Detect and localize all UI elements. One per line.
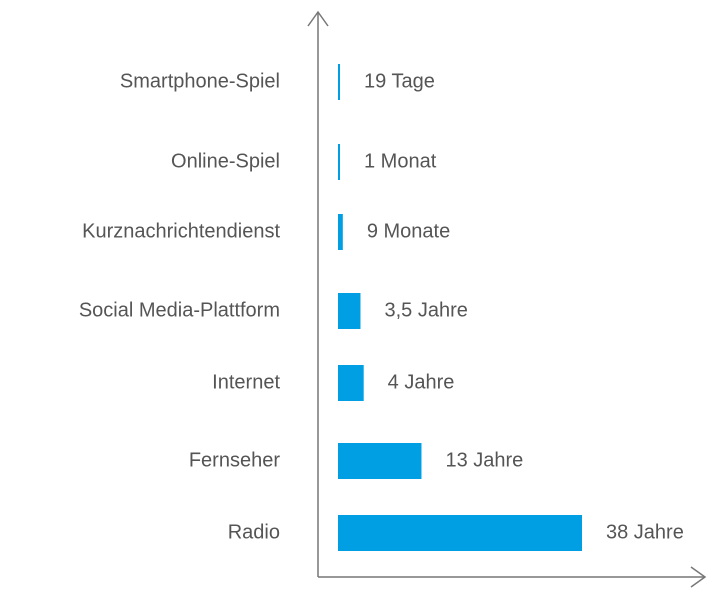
x-axis-arrow xyxy=(690,566,707,588)
value-label: 13 Jahre xyxy=(445,449,523,471)
bar xyxy=(338,293,361,329)
category-label: Fernseher xyxy=(189,449,280,471)
category-label: Internet xyxy=(212,371,280,393)
category-label: Smartphone-Spiel xyxy=(120,70,280,92)
value-label: 19 Tage xyxy=(364,70,435,92)
category-label: Radio xyxy=(228,521,280,543)
bar xyxy=(338,365,364,401)
bar xyxy=(338,64,340,100)
value-label: 3,5 Jahre xyxy=(384,299,467,321)
value-label: 4 Jahre xyxy=(388,371,455,393)
category-label: Kurznachrichtendienst xyxy=(82,220,280,242)
category-label: Social Media-Plattform xyxy=(79,299,280,321)
value-label: 38 Jahre xyxy=(606,521,684,543)
value-label: 1 Monat xyxy=(364,150,437,172)
bar xyxy=(338,214,343,250)
bar xyxy=(338,515,582,551)
bar xyxy=(338,443,422,479)
category-label: Online-Spiel xyxy=(171,150,280,172)
y-axis-arrow xyxy=(307,10,329,27)
value-label: 9 Monate xyxy=(367,220,450,242)
bar xyxy=(338,144,340,180)
axes xyxy=(307,10,707,588)
